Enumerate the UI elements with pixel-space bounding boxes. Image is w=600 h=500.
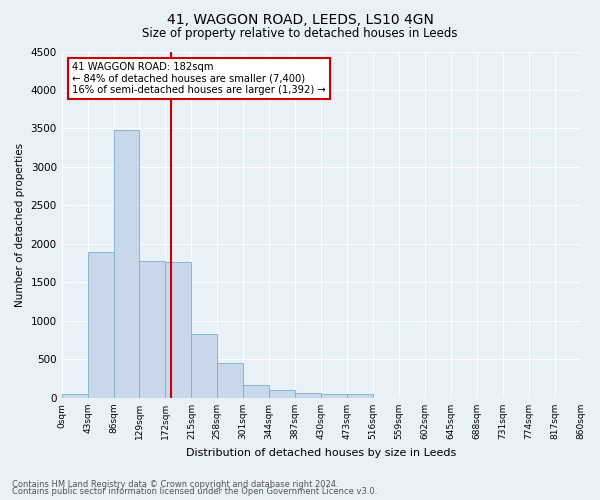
Bar: [269, 390, 295, 398]
Text: Size of property relative to detached houses in Leeds: Size of property relative to detached ho…: [142, 28, 458, 40]
X-axis label: Distribution of detached houses by size in Leeds: Distribution of detached houses by size …: [186, 448, 456, 458]
Bar: [88, 252, 113, 398]
Y-axis label: Number of detached properties: Number of detached properties: [15, 142, 25, 307]
Text: 41, WAGGON ROAD, LEEDS, LS10 4GN: 41, WAGGON ROAD, LEEDS, LS10 4GN: [167, 12, 433, 26]
Bar: [321, 394, 347, 398]
Bar: [191, 334, 217, 398]
Bar: [217, 364, 243, 398]
Bar: [243, 385, 269, 398]
Bar: [295, 393, 321, 398]
Bar: [166, 262, 191, 398]
Text: Contains public sector information licensed under the Open Government Licence v3: Contains public sector information licen…: [12, 488, 377, 496]
Bar: [347, 394, 373, 398]
Bar: [62, 394, 88, 398]
Bar: [113, 130, 139, 398]
Text: Contains HM Land Registry data © Crown copyright and database right 2024.: Contains HM Land Registry data © Crown c…: [12, 480, 338, 489]
Bar: [139, 261, 166, 398]
Text: 41 WAGGON ROAD: 182sqm
← 84% of detached houses are smaller (7,400)
16% of semi-: 41 WAGGON ROAD: 182sqm ← 84% of detached…: [72, 62, 326, 95]
